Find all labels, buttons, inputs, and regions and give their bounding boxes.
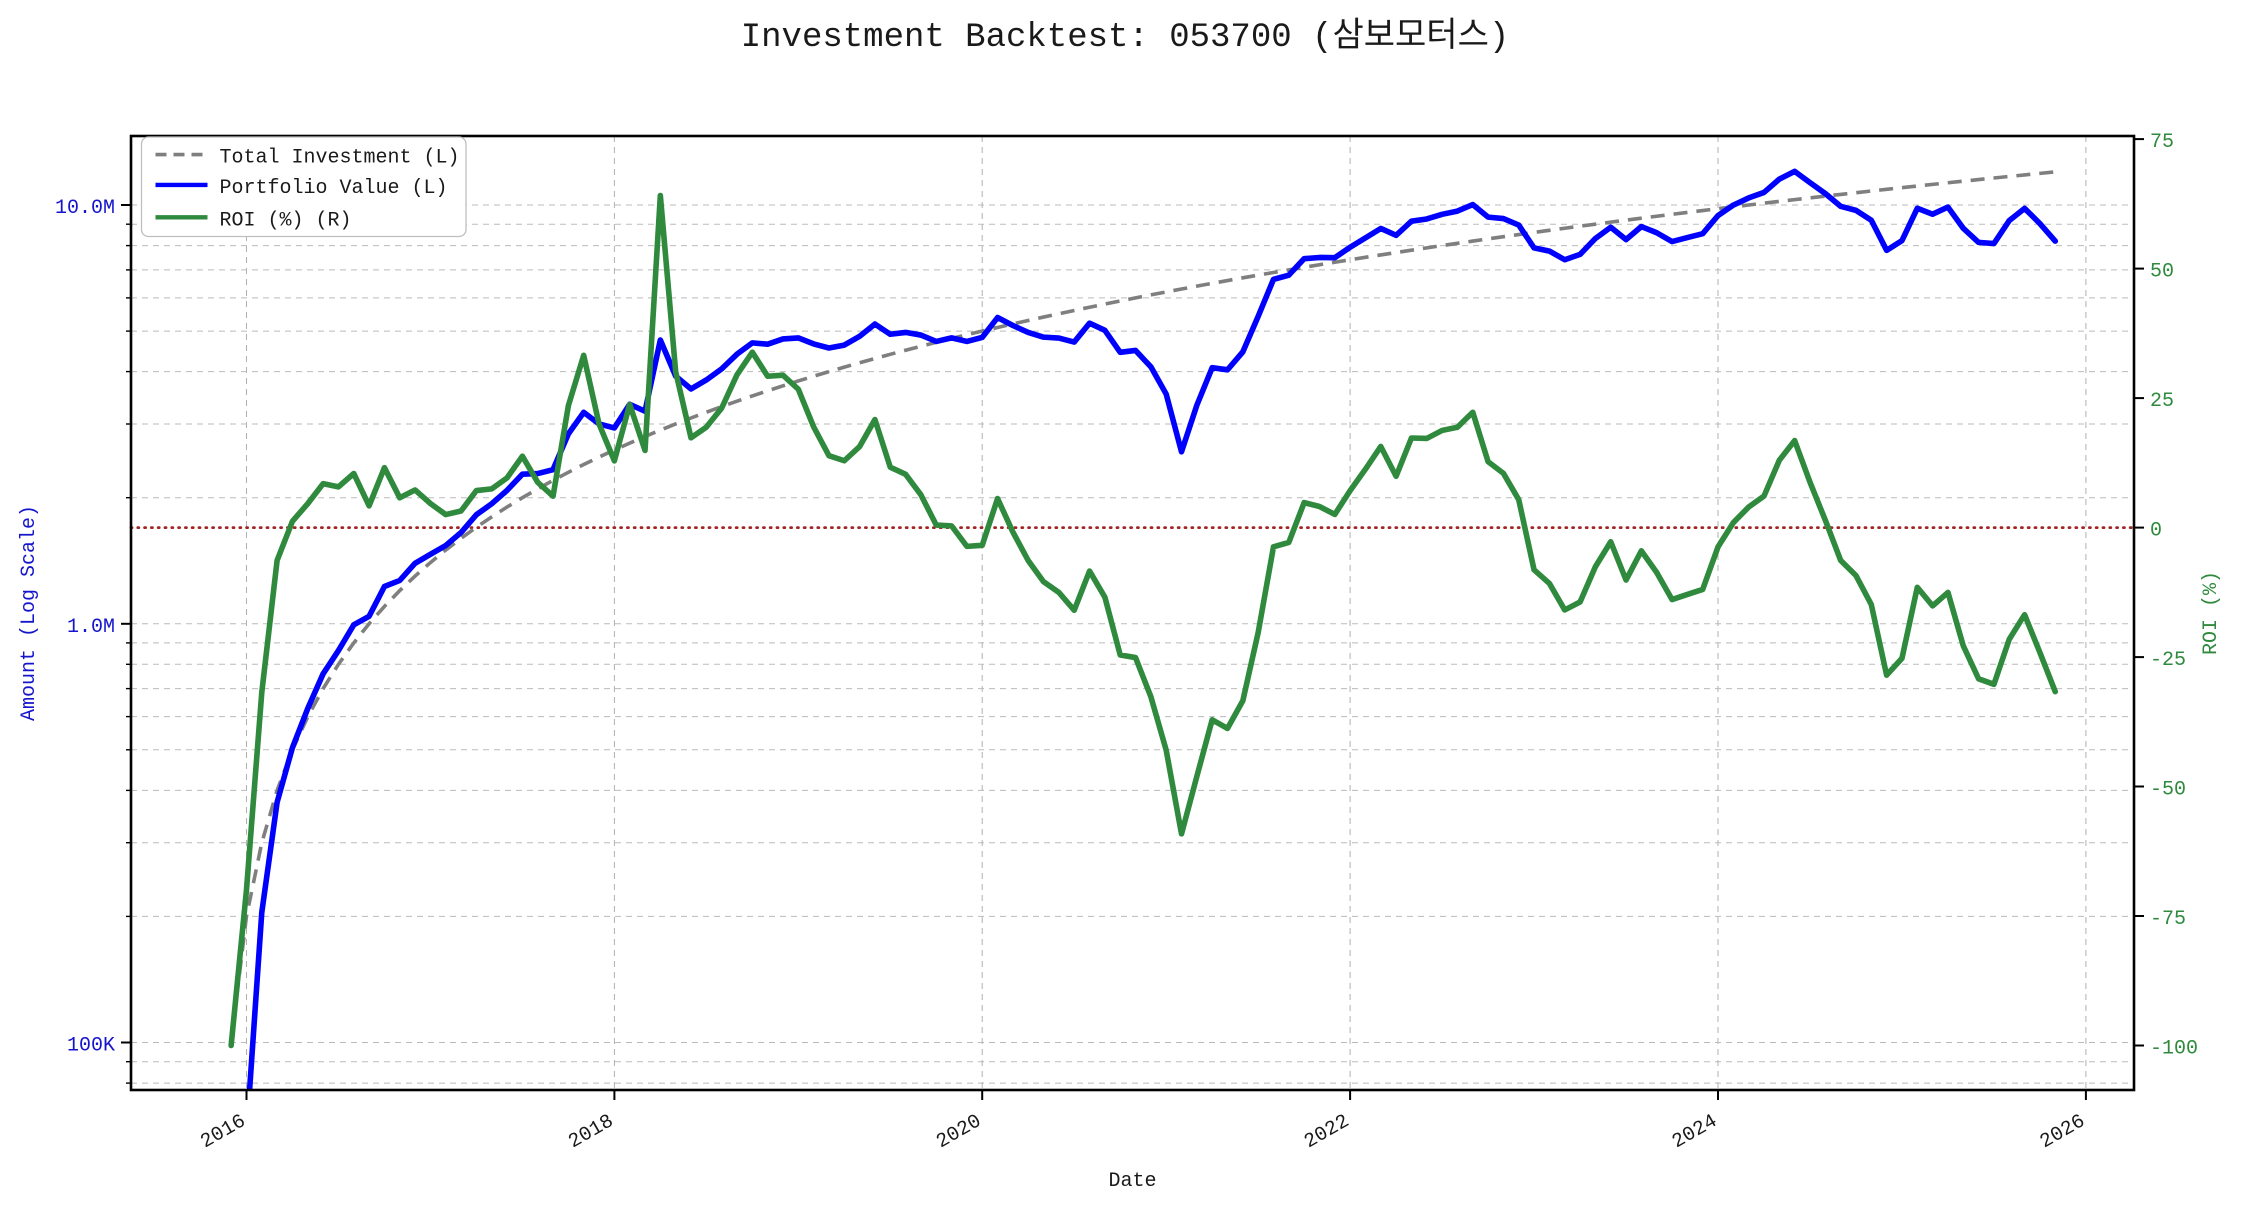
svg-text:Total Investment (L): Total Investment (L) bbox=[220, 147, 460, 170]
svg-text:Date: Date bbox=[1108, 1170, 1156, 1193]
svg-text:ROI (%): ROI (%) bbox=[2200, 571, 2223, 655]
svg-text:0: 0 bbox=[2150, 520, 2162, 543]
svg-text:75: 75 bbox=[2150, 131, 2174, 154]
svg-text:ROI (%) (R): ROI (%) (R) bbox=[220, 209, 352, 232]
svg-text:-25: -25 bbox=[2150, 649, 2186, 672]
svg-text:25: 25 bbox=[2150, 390, 2174, 413]
svg-text:-75: -75 bbox=[2150, 908, 2186, 931]
svg-text:Portfolio Value (L): Portfolio Value (L) bbox=[220, 177, 448, 200]
svg-text:-50: -50 bbox=[2150, 779, 2186, 802]
svg-text:1.0M: 1.0M bbox=[67, 616, 115, 639]
svg-text:Amount (Log Scale): Amount (Log Scale) bbox=[18, 505, 41, 721]
svg-text:50: 50 bbox=[2150, 261, 2174, 284]
svg-text:10.0M: 10.0M bbox=[55, 197, 115, 220]
svg-text:-100: -100 bbox=[2150, 1038, 2198, 1061]
svg-text:Investment Backtest: 053700 (삼: Investment Backtest: 053700 (삼보모터스) bbox=[741, 17, 1510, 57]
svg-text:100K: 100K bbox=[67, 1035, 115, 1058]
